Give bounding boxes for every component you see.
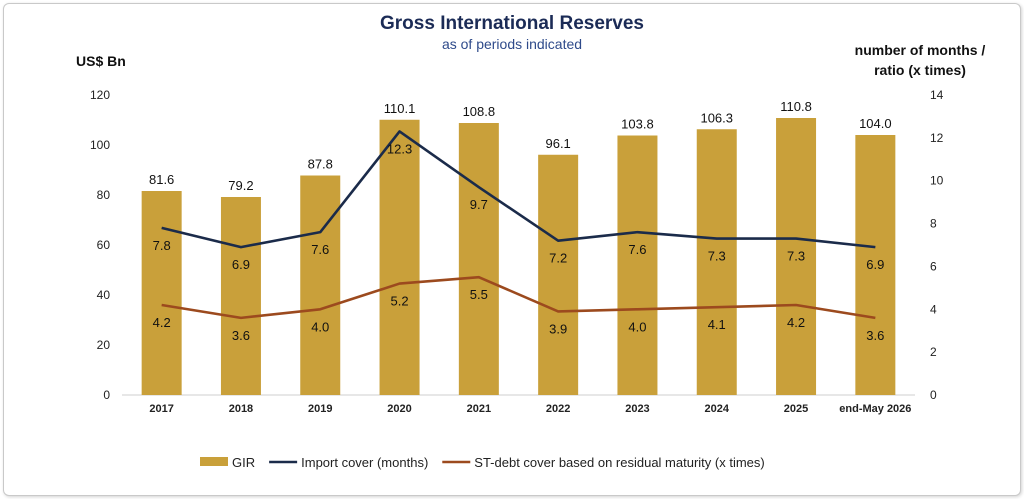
x-tick-label: 2023: [625, 403, 649, 415]
x-tick-label: end-May 2026: [839, 403, 911, 415]
import-cover-label: 7.3: [787, 249, 805, 264]
right-axis-title-line1: number of months /: [855, 42, 986, 58]
gir-bar-label: 81.6: [149, 172, 174, 187]
plot-area: 0 20 40 60 80 100 120 0 2 4 6 8 10 12 14 81.6 79.2 87.8 11…: [90, 88, 944, 415]
st-debt-cover-label: 5.5: [470, 287, 488, 302]
gir-bar-label: 104.0: [859, 116, 892, 131]
import-cover-label: 7.8: [153, 238, 171, 253]
gir-bar: [300, 175, 341, 395]
legend-st-debt-cover-label: ST-debt cover based on residual maturity…: [474, 455, 764, 470]
gir-bar-label: 96.1: [545, 136, 570, 151]
gir-bar: [458, 123, 499, 395]
st-debt-cover-label: 3.9: [549, 321, 567, 336]
import-cover-line: [161, 130, 876, 249]
gir-bar-label: 106.3: [700, 110, 733, 125]
gir-bar-label: 110.8: [780, 99, 812, 114]
gir-bar-label: 110.1: [384, 101, 416, 116]
gir-bar-label: 87.8: [308, 157, 333, 172]
x-tick-label: 2021: [467, 403, 491, 415]
legend: GIR Import cover (months) ST-debt cover ba…: [200, 455, 765, 470]
gir-bar: [538, 154, 579, 395]
st-debt-cover-label: 3.6: [866, 328, 884, 343]
legend-gir-label: GIR: [232, 455, 255, 470]
right-tick-label: 6: [930, 259, 937, 273]
legend-import-cover-label: Import cover (months): [301, 455, 428, 470]
import-cover-label: 7.6: [311, 242, 329, 257]
import-cover-label: 12.3: [387, 141, 412, 156]
chart-subtitle: as of periods indicated: [442, 36, 582, 52]
gir-bar: [776, 118, 817, 395]
import-cover-label: 7.3: [708, 249, 726, 264]
right-tick-label: 4: [930, 302, 937, 316]
left-tick-label: 100: [90, 138, 110, 152]
x-tick-label: 2024: [705, 403, 730, 415]
x-tick-label: 2025: [784, 403, 808, 415]
gir-bar: [220, 197, 261, 395]
right-tick-label: 0: [930, 388, 937, 402]
gir-bar: [855, 135, 896, 395]
right-tick-label: 2: [930, 345, 937, 359]
right-tick-label: 10: [930, 174, 944, 188]
right-tick-label: 12: [930, 131, 944, 145]
chart-title: Gross International Reserves: [380, 13, 644, 34]
st-debt-cover-label: 4.2: [153, 315, 171, 330]
right-tick-label: 14: [930, 88, 944, 102]
import-cover-label: 6.9: [866, 257, 884, 272]
import-cover-label: 7.2: [549, 251, 567, 266]
left-tick-label: 40: [97, 288, 111, 302]
import-cover-label: 9.7: [470, 197, 488, 212]
gir-bar: [141, 191, 182, 395]
right-tick-label: 8: [930, 217, 937, 231]
x-tick-label: 2020: [387, 403, 411, 415]
x-tick-label: 2019: [308, 403, 332, 415]
gir-bar-label: 103.8: [621, 117, 654, 132]
st-debt-cover-label: 4.0: [628, 319, 646, 334]
left-tick-label: 60: [97, 238, 111, 252]
gir-bar: [379, 119, 420, 395]
st-debt-cover-label: 4.2: [787, 315, 805, 330]
legend-gir-swatch: [200, 457, 228, 466]
x-tick-label: 2017: [149, 403, 173, 415]
left-tick-label: 120: [90, 88, 110, 102]
st-debt-cover-line: [161, 275, 876, 320]
gir-bar: [617, 135, 658, 395]
st-debt-cover-label: 4.1: [708, 317, 726, 332]
st-debt-cover-label: 4.0: [311, 319, 329, 334]
x-tick-label: 2018: [229, 403, 253, 415]
st-debt-cover-label: 3.6: [232, 328, 250, 343]
left-tick-label: 0: [103, 388, 110, 402]
import-cover-label: 6.9: [232, 257, 250, 272]
gir-bar-label: 79.2: [228, 178, 253, 193]
import-cover-label: 7.6: [628, 242, 646, 257]
x-tick-label: 2022: [546, 403, 570, 415]
gir-bar: [696, 129, 737, 395]
left-tick-label: 80: [97, 188, 111, 202]
gir-bar-label: 108.8: [463, 104, 496, 119]
st-debt-cover-label: 5.2: [391, 294, 409, 309]
left-axis-title: US$ Bn: [76, 53, 126, 69]
right-axis-title-line2: ratio (x times): [874, 62, 966, 78]
left-tick-label: 20: [97, 338, 111, 352]
